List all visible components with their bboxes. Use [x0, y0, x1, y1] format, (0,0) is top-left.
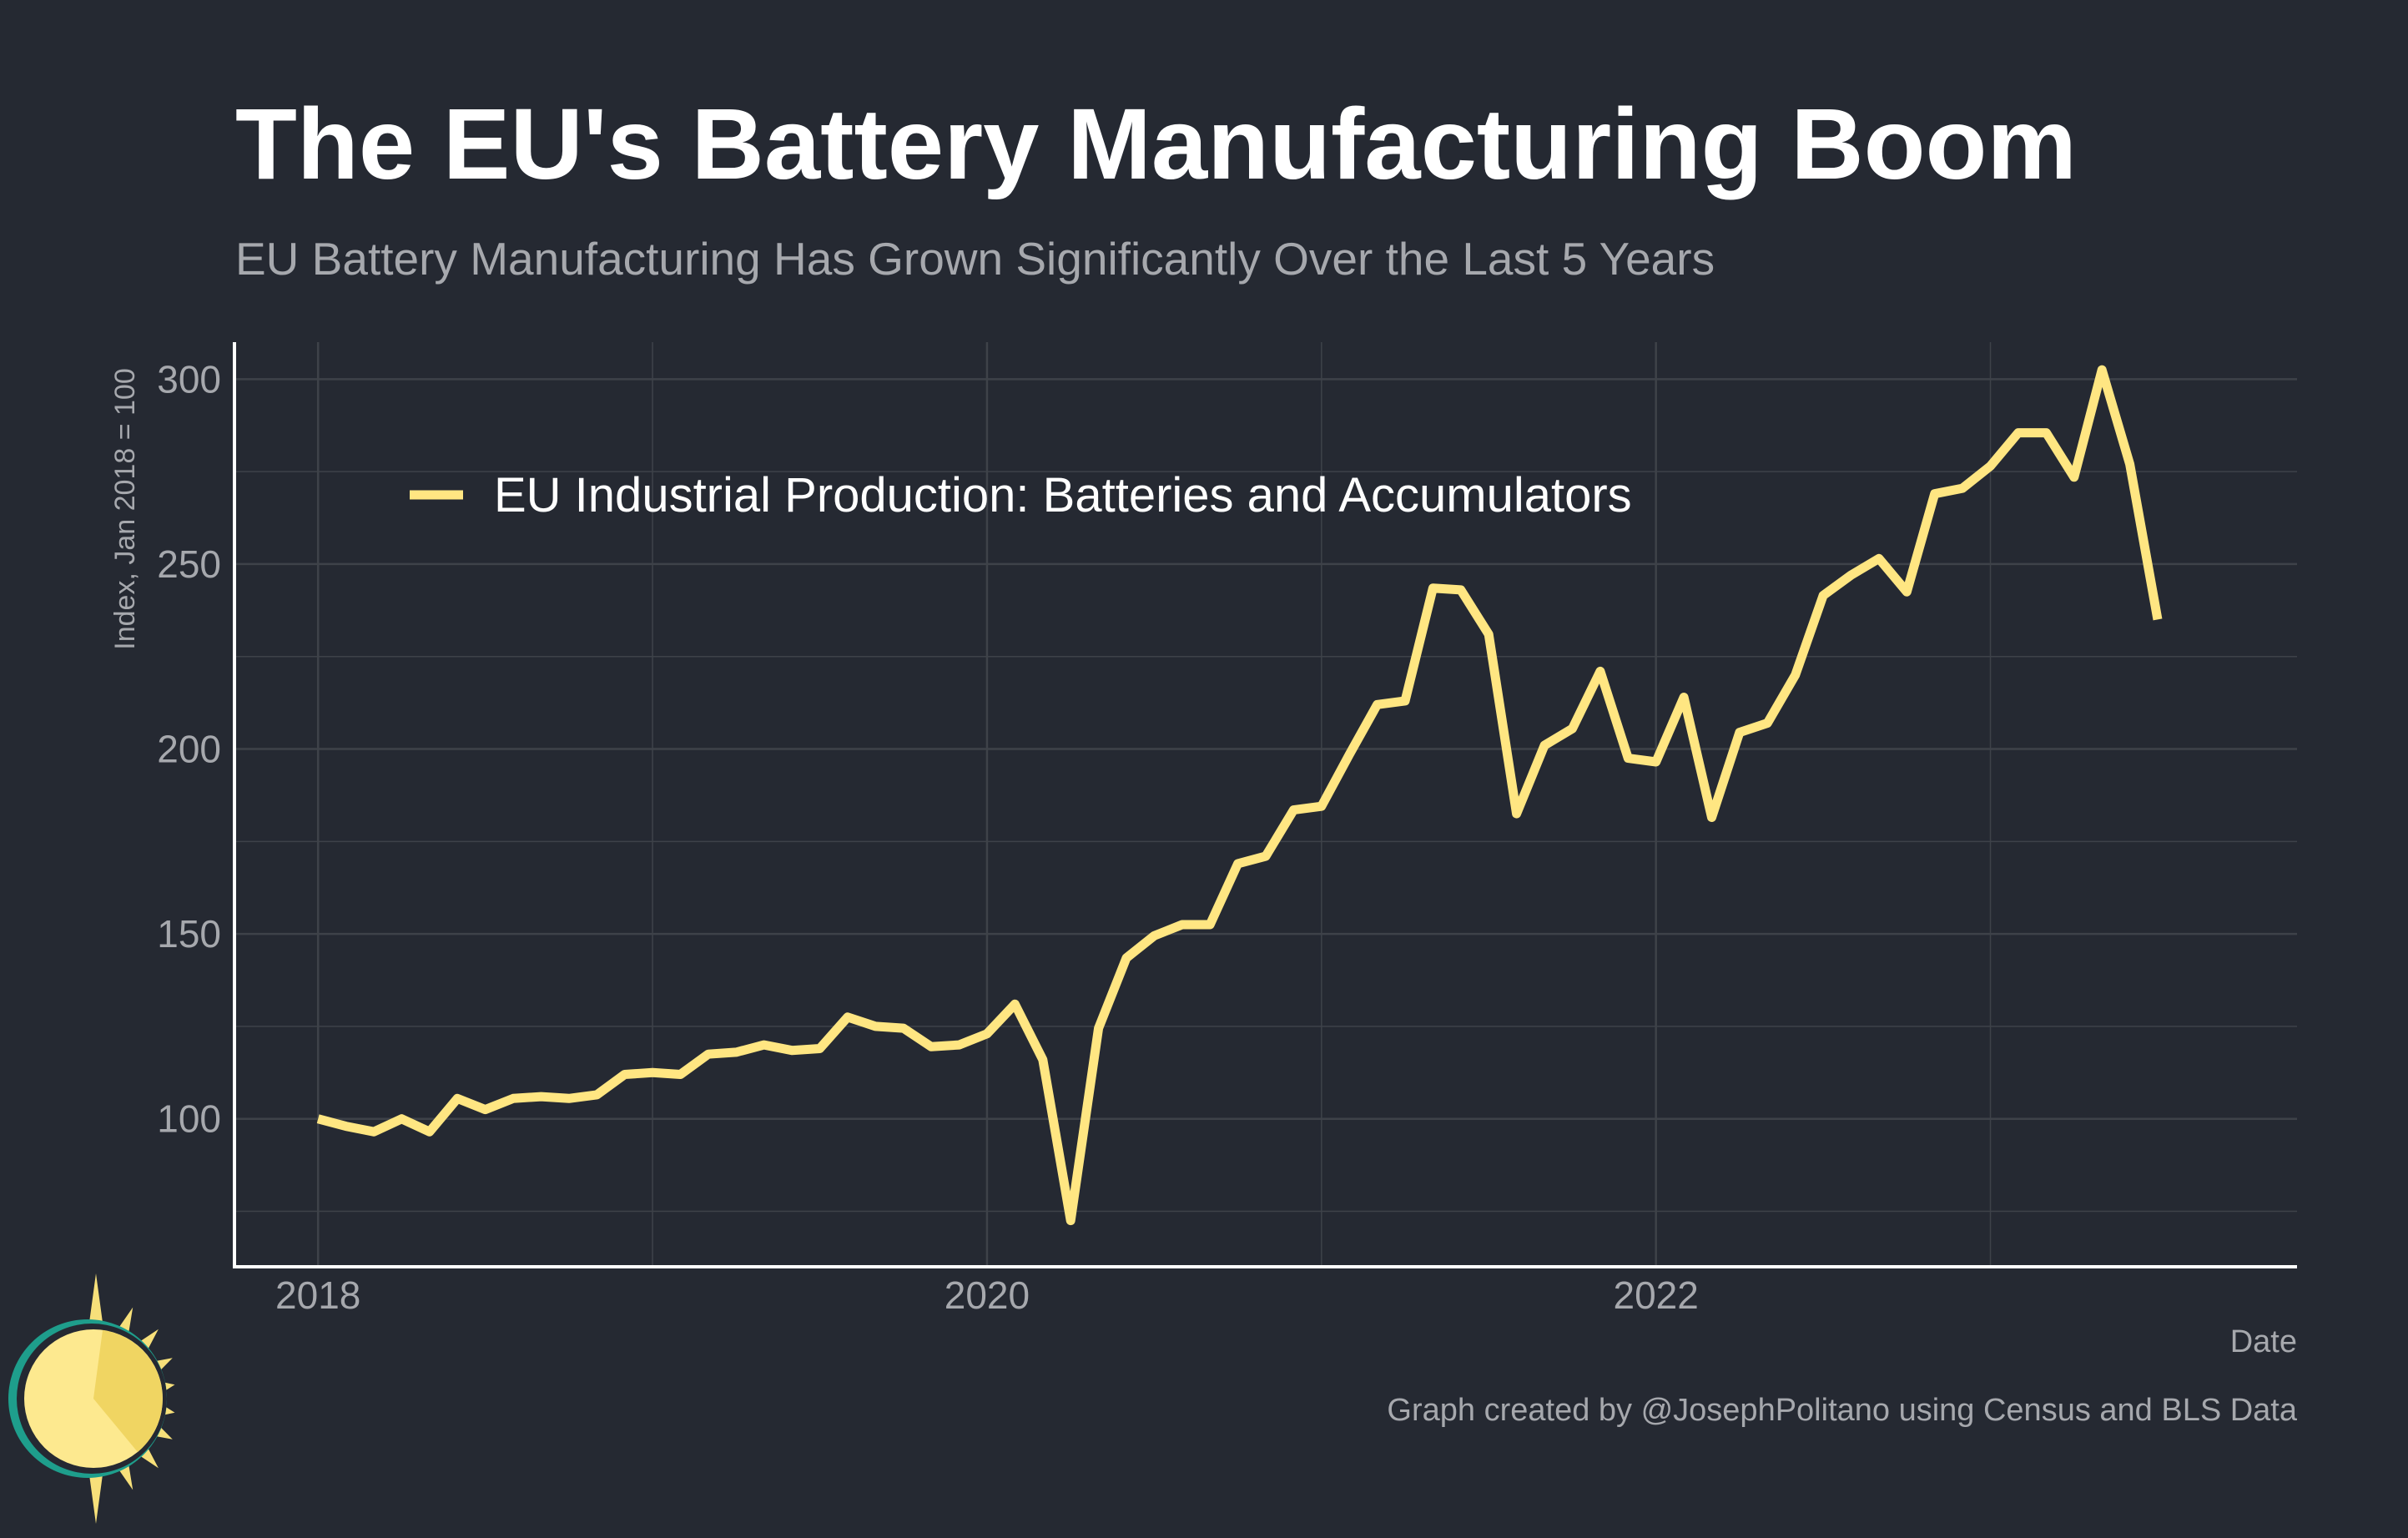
y-tick-labels: 100 150 200 250 300 — [157, 357, 221, 1140]
y-tick-label: 100 — [157, 1097, 221, 1141]
x-tick-label: 2022 — [1614, 1273, 1699, 1317]
chart-title: The EU's Battery Manufacturing Boom — [235, 87, 2078, 200]
grid-major-lines — [234, 342, 2297, 1267]
series-line — [316, 365, 2163, 1226]
series-group — [316, 365, 2163, 1226]
sun-icon — [8, 1273, 175, 1524]
legend-label: EU Industrial Production: Batteries and … — [494, 468, 1632, 522]
y-axis-title: Index, Jan 2018 = 100 — [109, 368, 141, 649]
y-tick-label: 300 — [157, 357, 221, 401]
legend: EU Industrial Production: Batteries and … — [410, 468, 1632, 522]
x-tick-labels: 2018 2020 2022 — [275, 1273, 1699, 1317]
chart-subtitle: EU Battery Manufacturing Has Grown Signi… — [235, 233, 1715, 285]
x-axis-title: Date — [2230, 1324, 2297, 1359]
y-tick-label: 150 — [157, 912, 221, 956]
y-tick-label: 250 — [157, 542, 221, 586]
x-tick-label: 2018 — [275, 1273, 360, 1317]
y-tick-label: 200 — [157, 728, 221, 771]
x-tick-label: 2020 — [945, 1273, 1030, 1317]
chart-caption: Graph created by @JosephPolitano using C… — [1387, 1393, 2297, 1428]
